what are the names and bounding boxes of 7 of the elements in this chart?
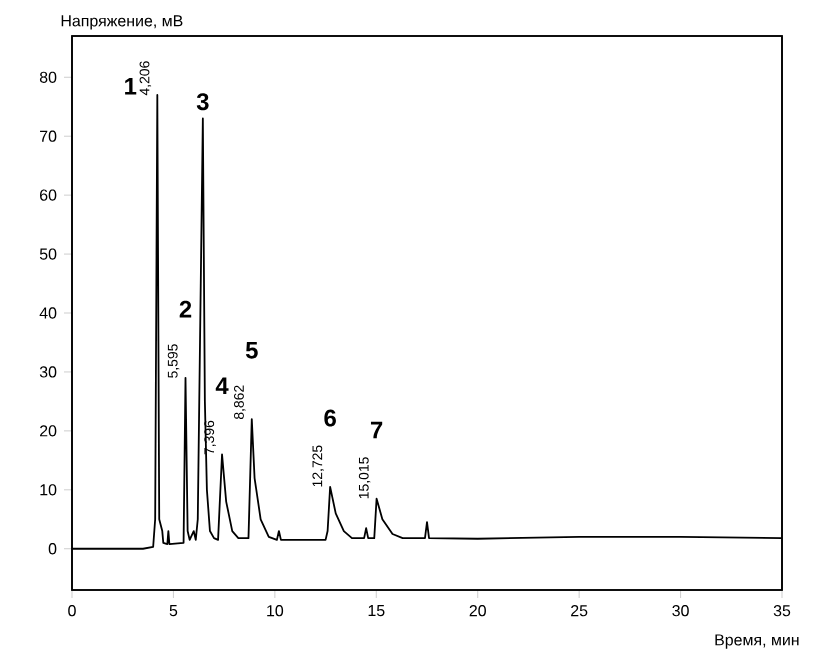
annotation: 7: [370, 421, 383, 439]
annotation: 4: [215, 377, 229, 395]
annotation: 5: [245, 342, 258, 359]
annotation: 1: [125, 78, 137, 95]
annotation: 6: [324, 409, 336, 427]
annotation: 2: [179, 300, 192, 318]
annotation: 3: [196, 93, 209, 111]
